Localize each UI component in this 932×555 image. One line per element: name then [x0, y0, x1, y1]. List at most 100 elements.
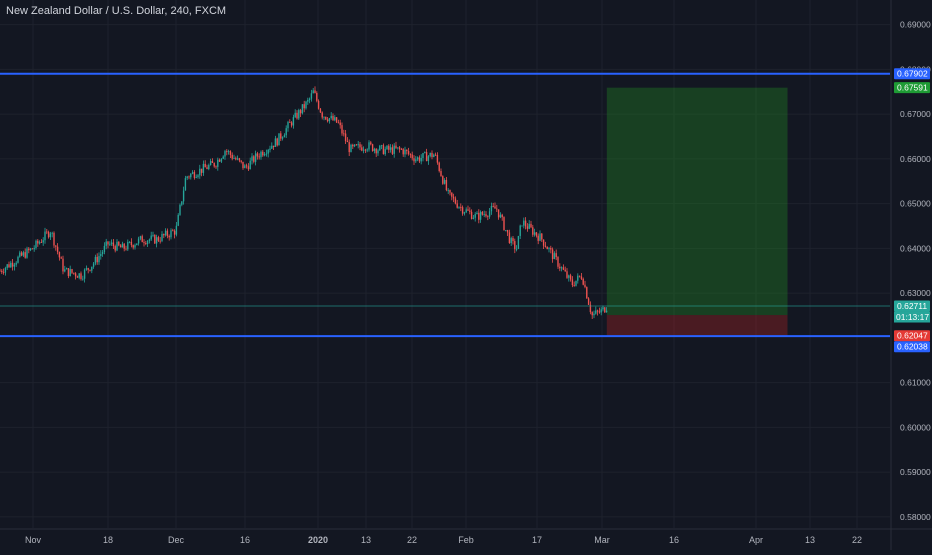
- candle-body: [472, 217, 475, 219]
- candle-body: [186, 176, 188, 179]
- candle-body: [445, 179, 448, 191]
- candle-body: [350, 144, 352, 153]
- candle-body: [253, 156, 255, 162]
- candle-body: [402, 149, 404, 155]
- candle-body: [137, 238, 140, 244]
- candle-body: [112, 242, 115, 247]
- candle-body: [573, 285, 575, 286]
- candle-body: [321, 112, 323, 118]
- candle-body: [463, 212, 466, 214]
- candle-body: [528, 223, 530, 229]
- candle-body: [263, 154, 266, 156]
- candle-body: [325, 116, 327, 120]
- candle-body: [100, 254, 102, 257]
- candle-body: [438, 162, 440, 172]
- candle-body: [578, 275, 581, 277]
- candle-body: [584, 284, 586, 288]
- candle-body: [582, 278, 584, 285]
- candle-body: [344, 133, 347, 142]
- candle-body: [42, 240, 44, 243]
- candle-body: [22, 252, 25, 256]
- candle-body: [460, 207, 462, 208]
- candle-body: [557, 257, 559, 267]
- candle-body: [74, 273, 77, 277]
- candle-body: [116, 241, 118, 251]
- candle-body: [197, 175, 199, 177]
- candle-body: [119, 245, 122, 248]
- price-label: 0.67902: [897, 69, 928, 79]
- candle-body: [343, 133, 345, 135]
- position-target-zone[interactable]: [606, 87, 788, 316]
- x-tick-label: 16: [240, 535, 250, 545]
- candle-body: [400, 149, 403, 150]
- candle-body: [586, 287, 588, 299]
- candle-body: [114, 246, 116, 251]
- candle-body: [240, 160, 242, 162]
- candle-body: [71, 269, 73, 273]
- candle-body: [316, 92, 318, 101]
- candle-body: [422, 152, 424, 158]
- candle-body: [524, 220, 527, 227]
- candle-body: [272, 145, 275, 148]
- candle-body: [434, 154, 437, 156]
- candle-body: [107, 241, 109, 245]
- candle-body: [188, 176, 190, 178]
- candle-body: [461, 207, 464, 214]
- candle-body: [424, 152, 426, 153]
- candle-body: [139, 236, 142, 239]
- candle-body: [593, 313, 595, 316]
- candle-body: [323, 116, 325, 118]
- price-label-bg: [894, 341, 930, 353]
- candle-body: [20, 252, 23, 256]
- y-tick-label: 0.66000: [900, 154, 931, 164]
- candle-body: [312, 90, 314, 94]
- candle-body: [215, 166, 217, 168]
- candle-body: [596, 310, 599, 312]
- candle-body: [361, 147, 363, 151]
- candle-body: [357, 144, 359, 146]
- candle-body: [598, 311, 601, 313]
- candle-body: [103, 245, 106, 252]
- candle-body: [251, 156, 253, 161]
- candle-body: [406, 149, 408, 152]
- candle-body: [11, 262, 14, 267]
- candle-body: [420, 157, 422, 162]
- candle-body: [64, 269, 66, 272]
- x-tick-label: 18: [103, 535, 113, 545]
- position-stop-zone[interactable]: [606, 315, 788, 336]
- candle-body: [2, 272, 5, 273]
- countdown-label: 01:13:17: [896, 312, 929, 322]
- candle-body: [211, 161, 214, 163]
- candle-body: [168, 236, 170, 238]
- x-tick-label: Dec: [168, 535, 185, 545]
- candle-body: [49, 233, 52, 238]
- candle-body: [377, 150, 379, 154]
- candle-body: [332, 115, 334, 121]
- candle-body: [109, 243, 111, 245]
- candle-body: [517, 235, 520, 249]
- candle-body: [465, 209, 467, 213]
- candle-body: [195, 176, 197, 178]
- candle-body: [368, 142, 370, 150]
- candle-body: [89, 269, 91, 271]
- candle-body: [202, 163, 205, 173]
- candle-body: [1, 270, 3, 273]
- candle-body: [379, 145, 381, 151]
- candle-body: [184, 178, 187, 191]
- candle-body: [474, 214, 476, 218]
- candle-body: [397, 147, 399, 149]
- candle-body: [254, 153, 257, 162]
- candle-body: [442, 176, 444, 184]
- candle-body: [305, 101, 307, 109]
- candle-body: [479, 211, 482, 220]
- x-tick-label: 2020: [308, 535, 328, 545]
- candle-body: [31, 248, 34, 250]
- candle-body: [591, 312, 593, 316]
- x-tick-label: Apr: [749, 535, 763, 545]
- candle-body: [238, 158, 241, 161]
- candle-body: [244, 165, 246, 169]
- candle-body: [530, 223, 532, 228]
- candle-body: [145, 243, 147, 245]
